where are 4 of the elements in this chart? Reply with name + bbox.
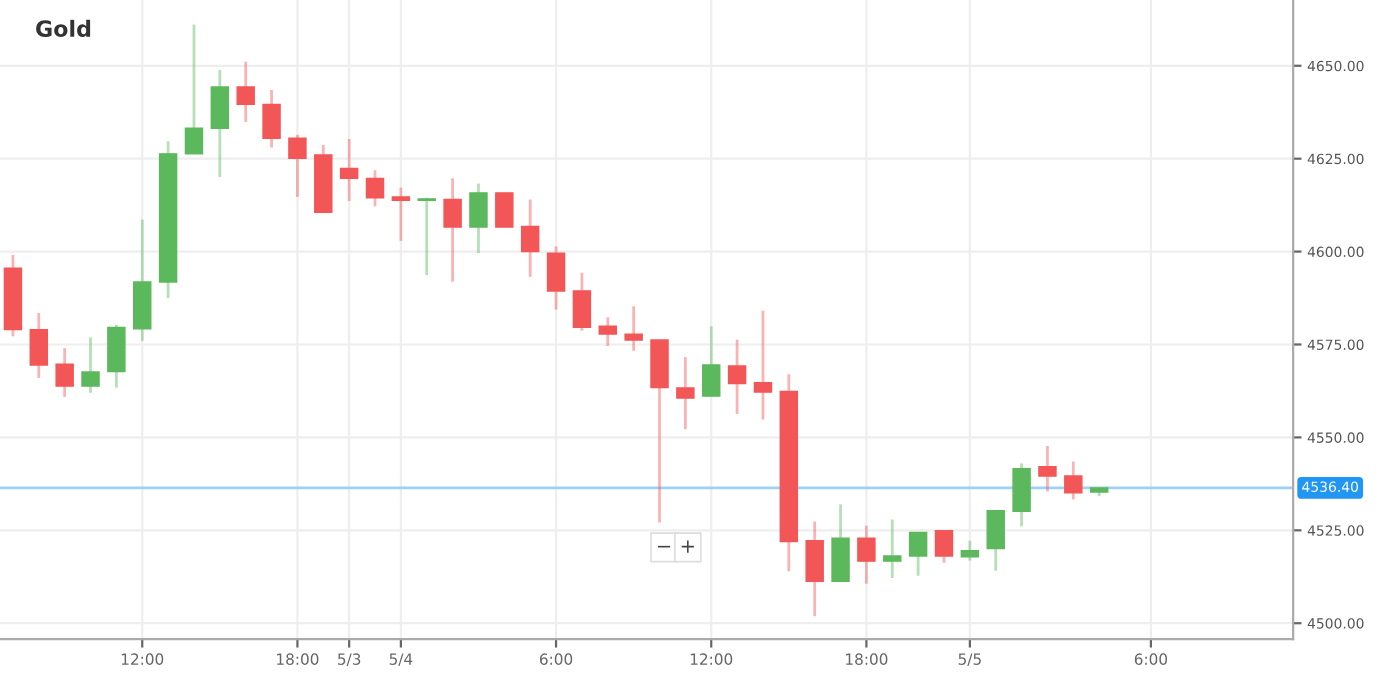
text: Gold — [36, 19, 91, 38]
annotation: − — [657, 545, 671, 548]
annotation: + — [681, 540, 694, 553]
candlestick — [495, 192, 514, 228]
